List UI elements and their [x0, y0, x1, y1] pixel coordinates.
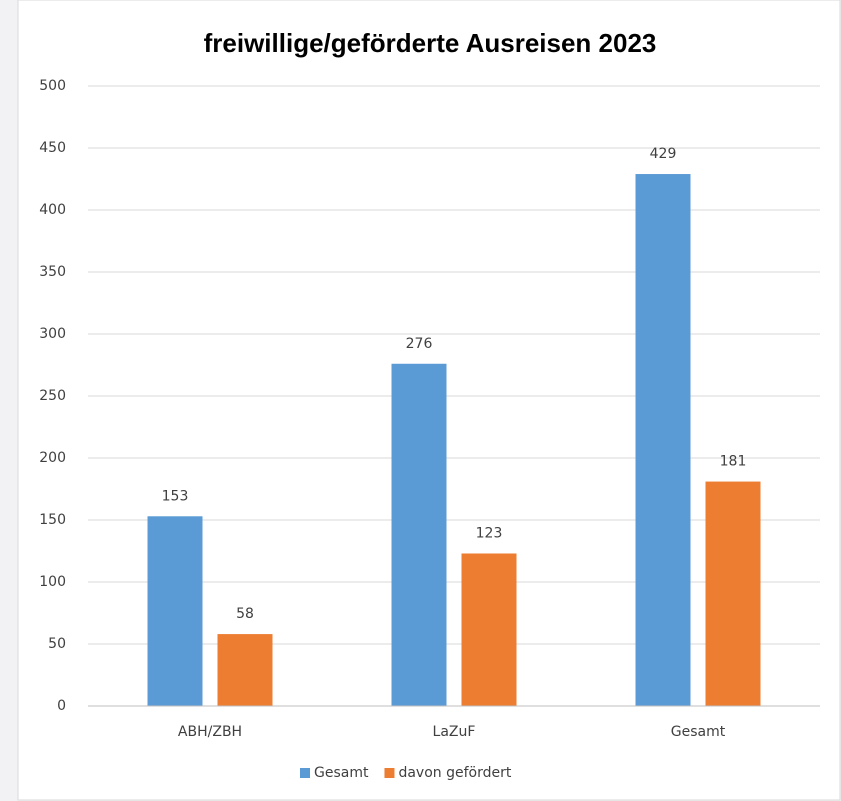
bar [147, 516, 203, 706]
data-label: 123 [476, 525, 503, 541]
y-tick-label: 250 [39, 388, 66, 404]
y-tick-label: 300 [39, 326, 66, 342]
y-tick-label: 200 [39, 450, 66, 466]
bar [635, 174, 691, 707]
bar [217, 634, 273, 706]
x-tick-label: ABH/ZBH [178, 724, 242, 740]
x-tick-label: Gesamt [671, 724, 726, 740]
bar [391, 363, 447, 706]
legend-swatch [384, 768, 395, 778]
chart-title: freiwillige/geförderte Ausreisen 2023 [204, 28, 657, 58]
y-tick-label: 100 [39, 574, 66, 590]
y-tick-label: 400 [39, 202, 66, 218]
bar [705, 481, 761, 706]
data-label: 153 [162, 488, 189, 504]
legend-label: Gesamt [314, 765, 369, 781]
bar [461, 553, 517, 706]
y-tick-label: 450 [39, 140, 66, 156]
data-label: 429 [650, 146, 677, 162]
data-label: 58 [236, 606, 254, 622]
y-tick-label: 50 [48, 636, 66, 652]
y-tick-label: 350 [39, 264, 66, 280]
y-tick-label: 0 [57, 698, 66, 714]
y-tick-label: 150 [39, 512, 66, 528]
data-label: 181 [720, 454, 747, 470]
x-tick-label: LaZuF [433, 724, 476, 740]
data-label: 276 [406, 336, 433, 352]
legend-label: davon gefördert [398, 765, 511, 781]
y-tick-label: 500 [39, 78, 66, 94]
legend-swatch [300, 768, 310, 778]
